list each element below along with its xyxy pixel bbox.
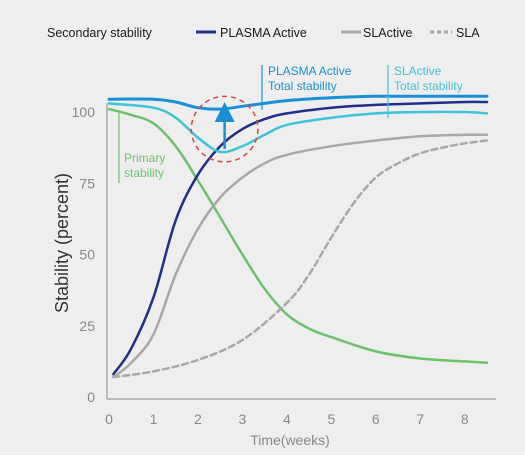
annotation-slactive-line2: Total stability [394, 79, 463, 93]
x-tick-label: 2 [194, 411, 202, 427]
annotation-primary-stability: Primary stability [118, 113, 165, 183]
legend-label-sla: SLA [456, 26, 480, 40]
y-tick-label: 100 [72, 104, 96, 120]
highlight-circle [190, 95, 259, 163]
annotation-plasma-line2: Total stability [268, 79, 337, 93]
annotation-slactive-line1: SLActive [394, 64, 442, 78]
x-tick-label: 4 [283, 411, 291, 427]
annotation-primary-line1: Primary [124, 151, 165, 165]
annotation-plasma-line1: PLASMA Active [268, 64, 352, 78]
x-tick-labels: 0 1 2 3 4 5 6 7 8 [105, 411, 469, 427]
series-line-slactive-total [107, 102, 489, 154]
series-line-plasma-total [107, 94, 489, 111]
x-tick-label: 6 [372, 411, 380, 427]
series-line-slactive-secondary [112, 133, 489, 379]
series-line-sla-secondary [112, 139, 489, 379]
y-tick-label: 25 [79, 318, 95, 334]
y-tick-label: 50 [79, 247, 95, 263]
annotation-primary-line2: stability [124, 166, 164, 180]
series-line-primary [107, 107, 489, 365]
x-tick-label: 0 [105, 411, 113, 427]
annotation-plasma-total: PLASMA Active Total stability [261, 64, 352, 110]
x-tick-label: 8 [461, 411, 469, 427]
x-tick-label: 5 [327, 411, 335, 427]
legend-label-slactive: SLActive [363, 26, 412, 40]
y-tick-label: 75 [79, 175, 95, 191]
legend-title: Secondary stability [47, 26, 153, 40]
series-group [107, 94, 489, 379]
y-tick-labels: 0 25 50 75 100 [72, 104, 96, 405]
x-tick-label: 1 [150, 411, 158, 427]
x-axis-title: Time(weeks) [250, 432, 330, 448]
axes [106, 103, 496, 400]
series-line-plasma-secondary [112, 100, 489, 376]
x-tick-label: 7 [416, 411, 424, 427]
annotation-slactive-total: SLActive Total stability [387, 64, 463, 118]
y-tick-label: 0 [87, 389, 95, 405]
y-axis-title: Stability (percent) [52, 173, 72, 313]
x-tick-label: 3 [239, 411, 247, 427]
legend: Secondary stability PLASMA Active SLActi… [47, 26, 480, 40]
legend-label-plasma-active: PLASMA Active [220, 26, 307, 40]
